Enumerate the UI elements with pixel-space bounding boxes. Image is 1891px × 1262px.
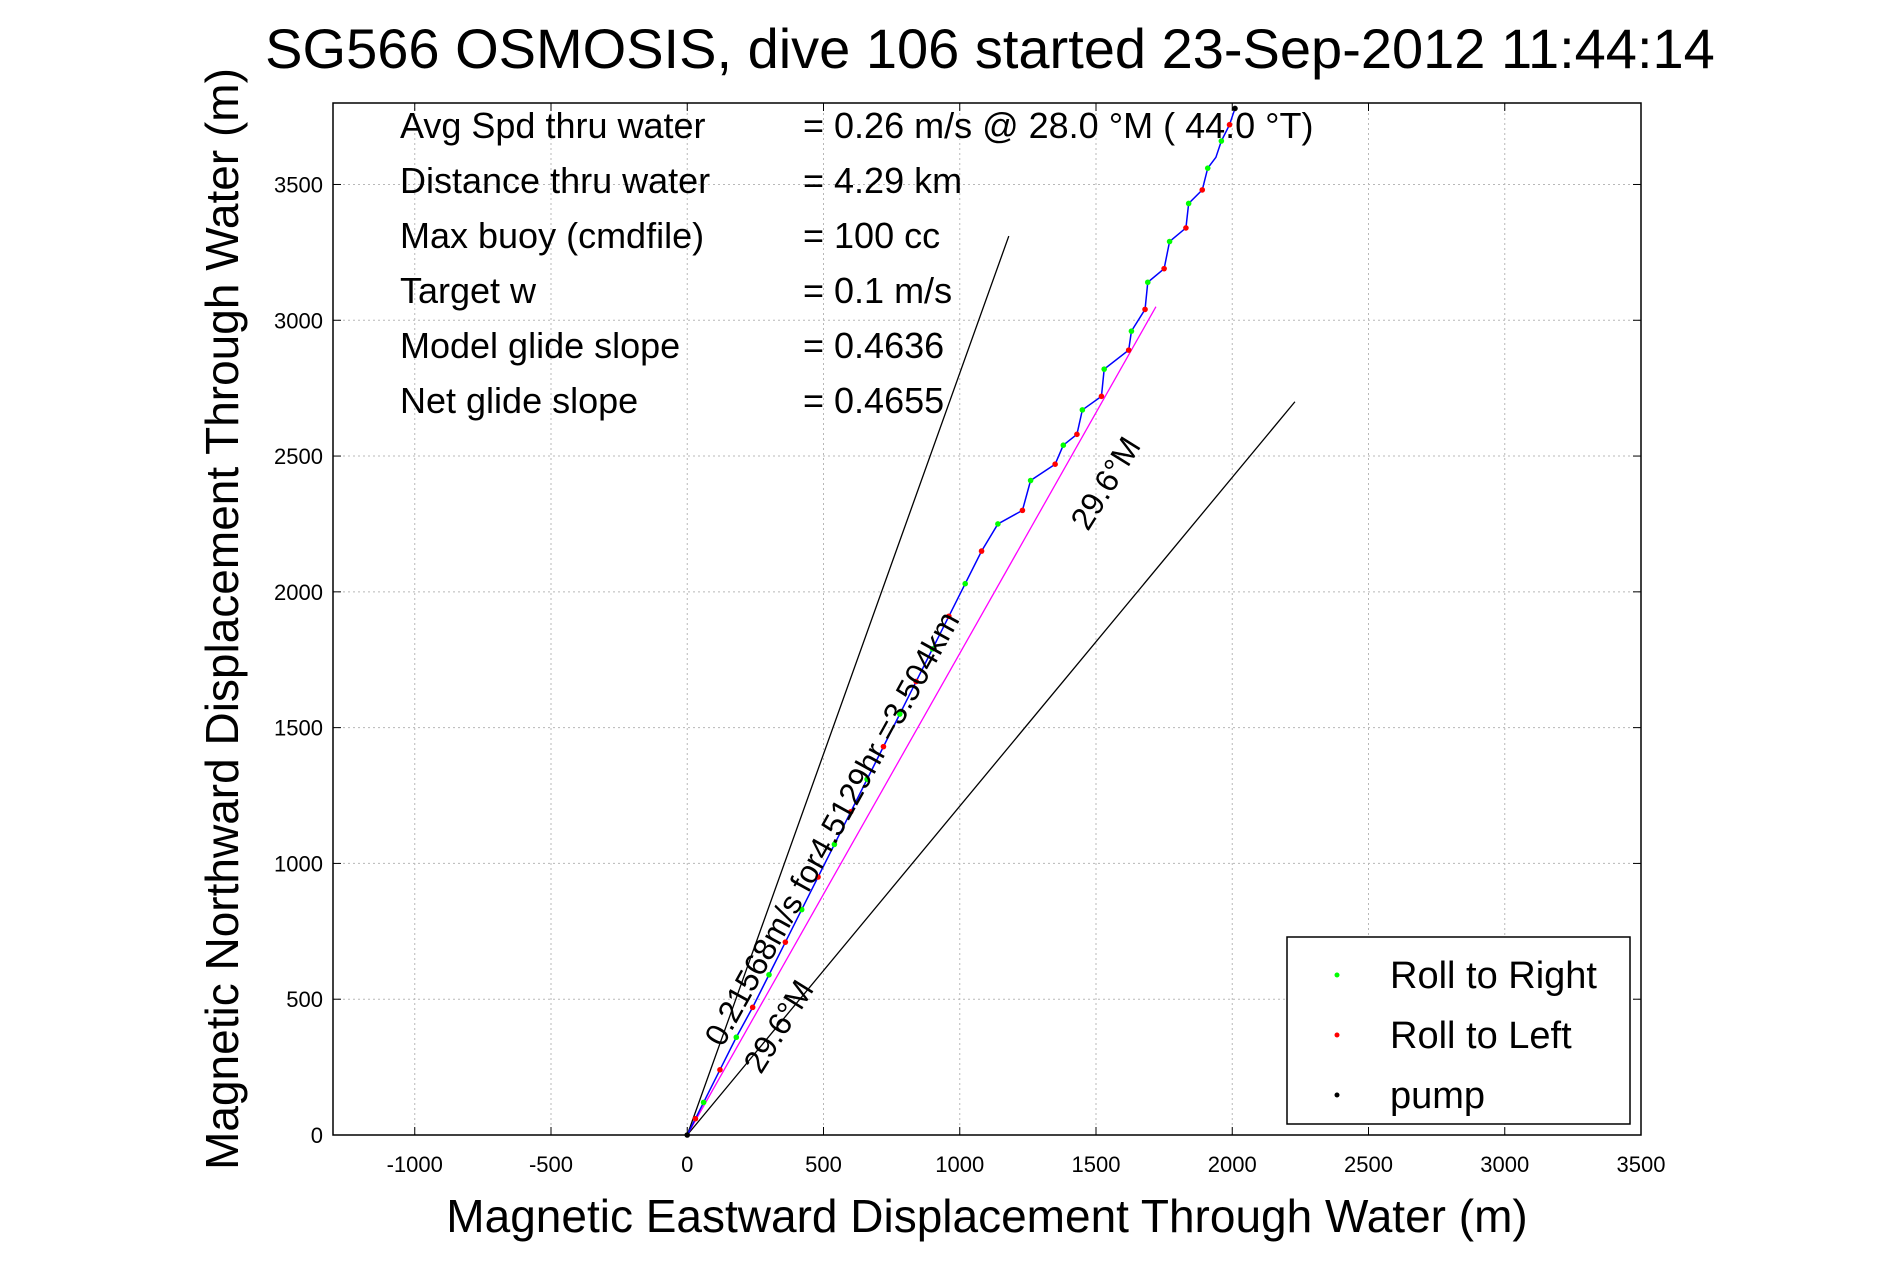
y-axis-label: Magnetic Northward Displacement Through … xyxy=(196,68,248,1170)
x-tick-label: -500 xyxy=(529,1152,573,1177)
axes-box xyxy=(332,102,1642,1136)
stat-label: Distance thru water xyxy=(400,160,710,201)
roll-to-right-point xyxy=(1060,442,1067,448)
roll-to-right-point xyxy=(1144,279,1151,286)
roll-to-right-point xyxy=(1218,138,1225,144)
y-tick-label: 1500 xyxy=(274,716,323,741)
roll-to-left-point xyxy=(1019,507,1026,514)
legend-label: pump xyxy=(1390,1075,1485,1117)
track-polyline xyxy=(686,108,1236,1136)
y-tick-label: 500 xyxy=(286,987,323,1012)
roll-to-left-point xyxy=(692,1115,699,1122)
x-tick-label: 2000 xyxy=(1208,1152,1257,1177)
stat-value: = 0.4655 xyxy=(803,380,944,421)
stat-value: = 100 cc xyxy=(803,215,940,256)
roll-to-right-point xyxy=(798,906,805,913)
legend-marker xyxy=(1334,1092,1340,1098)
roll-to-left-point xyxy=(1074,431,1080,438)
pump-point xyxy=(1232,105,1238,112)
heading-annotation-upper: 29.6°M xyxy=(1063,430,1147,535)
chart-title: SG566 OSMOSIS, dive 106 started 23-Sep-2… xyxy=(265,17,1715,80)
roll-to-left-point xyxy=(946,613,952,620)
roll-to-right-point xyxy=(1027,477,1034,484)
reference-line xyxy=(686,401,1296,1136)
reference-lines xyxy=(686,235,1296,1136)
roll-to-left-point xyxy=(1161,265,1167,272)
roll-to-right-point xyxy=(831,841,838,848)
roll-to-right-point xyxy=(864,776,870,783)
roll-to-left-point xyxy=(978,548,985,554)
stat-label: Avg Spd thru water xyxy=(400,105,706,146)
roll-to-right-point xyxy=(1204,165,1211,171)
stat-value: = 0.1 m/s xyxy=(803,270,952,311)
roll-to-left-point xyxy=(1183,225,1189,231)
roll-to-left-point xyxy=(913,678,919,685)
legend-marker xyxy=(1334,972,1340,978)
annotations: 0.21568m/s for4.5129hr =3.504km29.6°M29.… xyxy=(697,430,1147,1079)
stat-value: = 0.4636 xyxy=(803,325,944,366)
axis-ticks: -1000 -500 0 500 1000 1500 2000 2500 3000 3500 0 50… xyxy=(274,103,1665,1177)
stat-label: Model glide slope xyxy=(400,325,680,366)
roll-to-left-point xyxy=(1199,187,1206,193)
roll-to-left-point xyxy=(880,743,887,750)
x-tick-label: 3000 xyxy=(1480,1152,1529,1177)
x-tick-label: 2500 xyxy=(1344,1152,1393,1177)
x-tick-label: -1000 xyxy=(387,1152,443,1177)
stat-value: = 4.29 km xyxy=(803,160,962,201)
roll-to-right-point xyxy=(1079,407,1086,413)
stat-label: Max buoy (cmdfile) xyxy=(400,215,704,256)
roll-to-right-point xyxy=(1128,328,1135,334)
legend: Roll to Right Roll to Left pump xyxy=(1286,936,1631,1125)
roll-to-right-point xyxy=(733,1034,740,1041)
stat-label: Target w xyxy=(400,270,537,311)
roll-to-right-point xyxy=(1185,200,1192,207)
roll-to-left-point xyxy=(717,1067,723,1073)
stat-label: Net glide slope xyxy=(400,380,638,421)
x-tick-label: 1500 xyxy=(1072,1152,1121,1177)
roll-to-right-point xyxy=(1101,366,1107,372)
y-tick-label: 3500 xyxy=(274,172,323,197)
y-tick-label: 3000 xyxy=(274,308,323,333)
roll-to-left-point xyxy=(749,1004,756,1011)
roll-to-left-point xyxy=(1052,461,1058,468)
x-tick-label: 0 xyxy=(681,1152,693,1177)
roll-to-left-point xyxy=(1226,121,1233,128)
stats-panel: Avg Spd thru water = 0.26 m/s @ 28.0 °M (… xyxy=(400,105,1314,421)
roll-to-right-point xyxy=(897,711,903,717)
roll-to-left-point xyxy=(1142,306,1148,313)
legend-box xyxy=(1286,936,1631,1125)
stat-value: = 0.26 m/s @ 28.0 °M ( 44.0 °T) xyxy=(803,105,1314,146)
y-tick-label: 1000 xyxy=(274,851,323,876)
reference-line xyxy=(686,306,1157,1136)
y-tick-label: 0 xyxy=(311,1123,323,1148)
x-tick-label: 500 xyxy=(805,1152,842,1177)
reference-line xyxy=(686,235,1010,1136)
roll-to-right-point xyxy=(995,521,1001,527)
legend-label: Roll to Left xyxy=(1390,1015,1572,1057)
roll-to-right-point xyxy=(962,580,968,587)
roll-to-left-point xyxy=(1125,347,1132,353)
y-tick-label: 2500 xyxy=(274,444,323,469)
roll-to-left-point xyxy=(815,874,821,880)
legend-marker xyxy=(1334,1032,1340,1038)
x-axis-label: Magnetic Eastward Displacement Through W… xyxy=(446,1190,1527,1242)
track-line xyxy=(686,108,1236,1136)
roll-to-left-point xyxy=(847,809,854,815)
roll-to-right-point xyxy=(1166,238,1173,245)
roll-to-right-point xyxy=(766,971,772,978)
x-tick-label: 3500 xyxy=(1617,1152,1666,1177)
current-annotation: 0.21568m/s for4.5129hr =3.504km xyxy=(697,605,966,1051)
y-tick-label: 2000 xyxy=(274,580,323,605)
roll-to-right-point xyxy=(700,1099,707,1106)
roll-to-left-point xyxy=(1098,393,1105,400)
roll-to-right-point xyxy=(929,646,936,652)
legend-label: Roll to Right xyxy=(1390,955,1597,997)
roll-to-left-point xyxy=(782,939,789,945)
x-tick-label: 1000 xyxy=(935,1152,984,1177)
